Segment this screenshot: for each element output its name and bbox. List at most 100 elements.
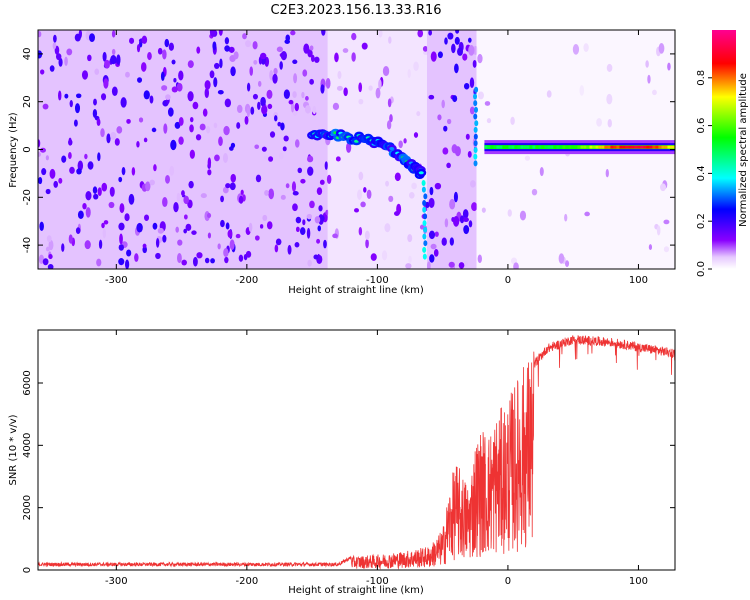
noise-speckle [272,73,278,84]
noise-speckle [118,244,124,251]
noise-speckle [358,171,364,181]
noise-background [327,30,427,269]
noise-speckle [531,188,538,196]
noise-speckle [84,240,91,250]
noise-speckle [652,89,657,96]
noise-speckle [84,153,88,160]
snr-x-tick-label: 0 [505,576,511,587]
noise-speckle [145,181,151,192]
noise-speckle [309,200,315,209]
noise-speckle [314,56,320,63]
noise-speckle [519,210,527,221]
noise-speckle [176,252,182,264]
noise-speckle [116,54,121,65]
stable-signal-cell [547,145,551,149]
noise-speckle [558,253,565,264]
noise-speckle [240,189,244,195]
signal-band [422,200,427,207]
colorbar-label: Normalized spectral amplitude [738,73,749,227]
stable-signal-cell [544,145,548,149]
noise-speckle [125,259,130,269]
noise-speckle [103,220,109,225]
spectrogram-x-tick-label: 100 [629,275,648,286]
noise-speckle [222,152,228,163]
signal-band [473,93,478,100]
stable-signal-cell [490,145,494,149]
noise-speckle [209,30,217,37]
noise-speckle [217,89,224,95]
noise-speckle [316,187,323,196]
noise-speckle [471,202,478,212]
noise-speckle [254,144,260,150]
stable-signal-cell [541,145,545,149]
noise-speckle [165,94,171,100]
stable-signal-cell [550,145,554,149]
noise-speckle [55,53,62,61]
stable-signal-cell [637,145,641,149]
noise-speckle [48,239,54,251]
noise-speckle [366,189,372,199]
noise-speckle [126,249,132,257]
noise-speckle [207,169,212,176]
colorbar-tick-label: 0.4 [696,165,707,181]
noise-speckle [136,222,143,233]
signal-band [473,146,478,153]
noise-speckle [667,62,671,71]
snr-x-tick-label: -100 [366,576,389,587]
noise-speckle [454,63,459,74]
noise-speckle [45,246,50,252]
spectrogram-y-axis-label: Frequency (Hz) [8,112,19,188]
spectrogram-x-tick-label: -100 [366,275,389,286]
noise-background [38,30,328,269]
noise-speckle [307,155,314,163]
noise-speckle [358,98,364,105]
noise-speckle [162,234,167,243]
signal-band [422,233,427,240]
noise-speckle [292,91,297,99]
noise-speckle [316,238,321,244]
noise-speckle [101,182,108,192]
noise-speckle [229,182,236,191]
stable-signal-cell [601,145,605,149]
stable-signal-cell [511,145,515,149]
signal-band [422,206,427,213]
noise-speckle [214,154,220,162]
stable-signal-cell [505,145,509,149]
noise-speckle [163,123,168,134]
stable-signal-cell [565,145,569,149]
noise-speckle [173,78,177,83]
stable-signal-cell [643,145,647,149]
stable-signal-cell [604,145,608,149]
noise-speckle [606,93,613,105]
noise-speckle [252,93,258,100]
noise-speckle [260,96,266,107]
noise-speckle [292,191,299,196]
stable-signal-cell [532,145,536,149]
noise-speckle [294,242,300,248]
noise-speckle [45,155,49,161]
noise-speckle [454,36,460,45]
noise-speckle [294,102,299,112]
noise-speckle [334,52,339,63]
noise-speckle [266,89,273,100]
noise-speckle [128,193,135,205]
noise-speckle [264,189,269,196]
noise-speckle [408,255,412,263]
noise-speckle [168,42,175,51]
noise-speckle [137,77,143,83]
noise-speckle [297,167,303,174]
noise-speckle [92,186,98,194]
signal-band [474,120,479,127]
noise-speckle [53,180,59,188]
noise-speckle [368,85,373,91]
noise-speckle [224,37,230,45]
noise-speckle [212,41,217,51]
signal-band [422,220,427,227]
noise-speckle [81,70,89,80]
noise-speckle [213,77,218,88]
noise-speckle [255,174,262,183]
noise-speckle [223,125,230,136]
noise-speckle [111,48,116,56]
noise-speckle [302,69,308,77]
noise-speckle [125,71,130,78]
